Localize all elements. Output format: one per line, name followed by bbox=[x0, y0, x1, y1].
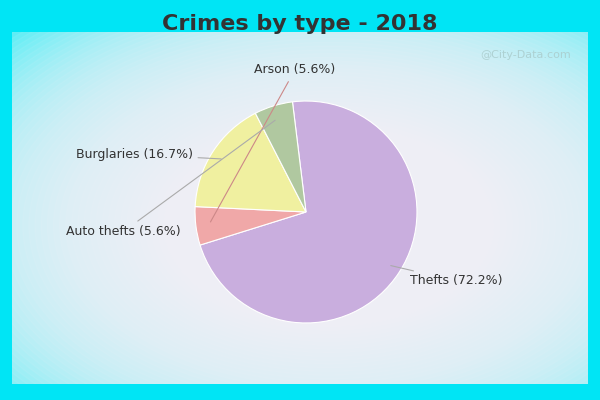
Circle shape bbox=[90, 80, 568, 372]
Wedge shape bbox=[195, 113, 306, 212]
Circle shape bbox=[182, 136, 476, 315]
Text: @City-Data.com: @City-Data.com bbox=[480, 50, 571, 60]
Circle shape bbox=[225, 162, 433, 289]
Circle shape bbox=[231, 166, 427, 286]
Text: Auto thefts (5.6%): Auto thefts (5.6%) bbox=[65, 120, 275, 238]
Circle shape bbox=[298, 207, 359, 244]
Circle shape bbox=[274, 192, 384, 259]
Circle shape bbox=[212, 154, 445, 297]
Circle shape bbox=[47, 54, 600, 398]
Circle shape bbox=[0, 12, 600, 400]
Circle shape bbox=[59, 61, 598, 390]
Circle shape bbox=[139, 110, 518, 342]
Circle shape bbox=[145, 114, 512, 338]
Circle shape bbox=[188, 140, 470, 312]
Circle shape bbox=[268, 188, 390, 263]
Circle shape bbox=[206, 151, 451, 300]
Circle shape bbox=[41, 50, 600, 400]
Circle shape bbox=[29, 42, 600, 400]
Circle shape bbox=[0, 5, 600, 400]
Circle shape bbox=[0, 24, 600, 400]
Circle shape bbox=[4, 27, 600, 400]
Circle shape bbox=[127, 102, 531, 349]
Circle shape bbox=[194, 143, 463, 308]
Circle shape bbox=[286, 200, 371, 252]
Circle shape bbox=[11, 31, 600, 400]
Circle shape bbox=[151, 117, 506, 334]
Circle shape bbox=[243, 173, 415, 278]
Circle shape bbox=[262, 184, 396, 267]
Text: Arson (5.6%): Arson (5.6%) bbox=[211, 64, 335, 222]
Circle shape bbox=[157, 121, 500, 330]
Circle shape bbox=[317, 218, 341, 233]
Circle shape bbox=[121, 98, 537, 353]
Circle shape bbox=[0, 9, 600, 400]
Text: Burglaries (16.7%): Burglaries (16.7%) bbox=[76, 148, 221, 161]
Wedge shape bbox=[200, 101, 417, 323]
Circle shape bbox=[280, 196, 378, 256]
Circle shape bbox=[133, 106, 524, 345]
Circle shape bbox=[103, 87, 555, 364]
Circle shape bbox=[218, 158, 439, 293]
Circle shape bbox=[237, 170, 421, 282]
Wedge shape bbox=[195, 206, 306, 245]
Circle shape bbox=[0, 16, 600, 400]
Circle shape bbox=[164, 125, 494, 326]
Circle shape bbox=[249, 177, 409, 274]
Circle shape bbox=[304, 211, 353, 240]
Circle shape bbox=[256, 181, 402, 270]
Circle shape bbox=[35, 46, 600, 400]
Circle shape bbox=[310, 214, 347, 237]
Circle shape bbox=[200, 147, 457, 304]
Circle shape bbox=[0, 20, 600, 400]
Circle shape bbox=[72, 68, 586, 383]
Circle shape bbox=[65, 65, 592, 386]
Circle shape bbox=[53, 57, 600, 394]
Circle shape bbox=[115, 95, 543, 356]
Circle shape bbox=[96, 84, 562, 368]
Circle shape bbox=[109, 91, 549, 360]
Circle shape bbox=[323, 222, 335, 229]
Circle shape bbox=[170, 128, 488, 323]
Circle shape bbox=[17, 35, 600, 400]
Circle shape bbox=[292, 203, 365, 248]
Circle shape bbox=[78, 72, 580, 379]
Text: Thefts (72.2%): Thefts (72.2%) bbox=[391, 266, 502, 287]
Circle shape bbox=[176, 132, 482, 319]
Circle shape bbox=[23, 39, 600, 400]
Circle shape bbox=[84, 76, 574, 375]
Wedge shape bbox=[256, 102, 306, 212]
Text: Crimes by type - 2018: Crimes by type - 2018 bbox=[162, 14, 438, 34]
